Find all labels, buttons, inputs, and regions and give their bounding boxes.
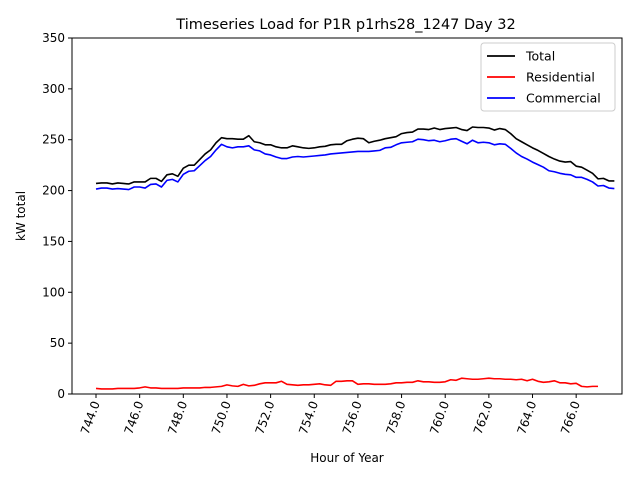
y-tick-label: 200 (42, 184, 65, 198)
y-tick-label: 0 (57, 387, 65, 401)
y-axis: 0 50 100 150 200 250 300 350 (42, 31, 72, 401)
x-axis-label: Hour of Year (310, 451, 384, 465)
series-layer (95, 126, 615, 390)
y-tick-label: 100 (42, 285, 65, 299)
series-line-total (95, 126, 615, 185)
y-tick-label: 350 (42, 31, 65, 45)
y-tick-label: 150 (42, 234, 65, 248)
y-tick-label: 50 (50, 336, 65, 350)
y-tick-label: 250 (42, 133, 65, 147)
series-line-residential (95, 377, 598, 390)
legend: Total Residential Commercial (480, 42, 616, 112)
legend-label-residential: Residential (526, 70, 595, 85)
legend-label-total: Total (525, 49, 555, 64)
chart-title: Timeseries Load for P1R p1rhs28_1247 Day… (175, 17, 515, 33)
legend-box (480, 42, 616, 112)
series-line-commercial (95, 137, 615, 191)
plot-frame (71, 37, 623, 395)
legend-label-commercial: Commercial (526, 91, 601, 106)
y-axis-label: kW total (14, 191, 28, 241)
y-tick-label: 300 (42, 82, 65, 96)
